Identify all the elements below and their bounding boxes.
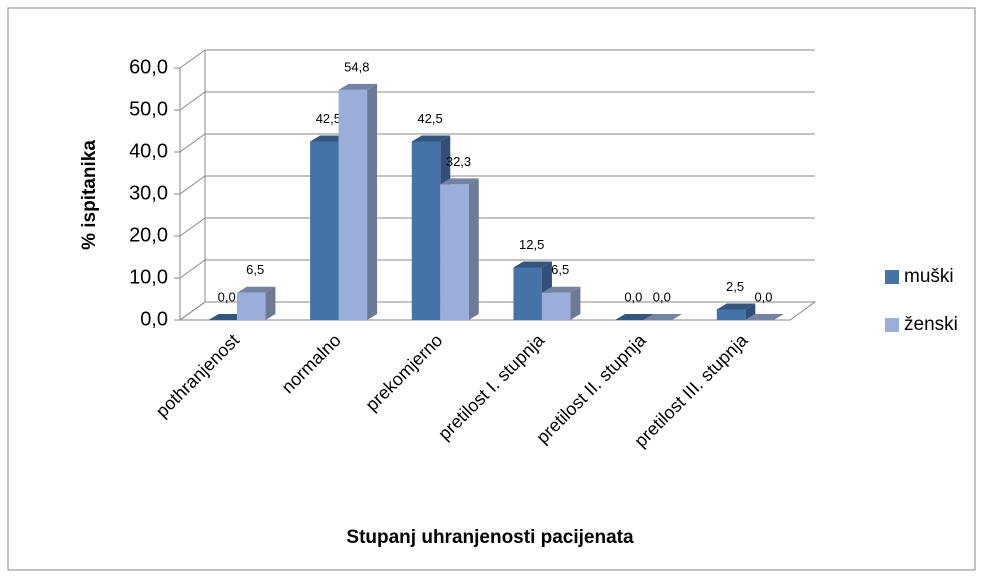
bar: [440, 184, 469, 320]
bar-side: [570, 286, 581, 320]
bar-top: [541, 286, 581, 293]
legend-label: ženski: [904, 314, 958, 335]
grid-line: [179, 133, 206, 153]
grid-line: [179, 301, 206, 321]
bar-top: [338, 83, 378, 90]
data-label: 42,5: [316, 111, 341, 126]
bar: [541, 292, 571, 320]
x-axis-title: Stupanj uhranjenosti pacijenata: [346, 527, 634, 548]
bar-top: [745, 314, 784, 320]
bar: [411, 141, 441, 320]
bar-top: [615, 314, 654, 320]
bar: [236, 292, 266, 320]
y-tick-label: 40,0: [129, 140, 168, 162]
data-label: 0,0: [754, 289, 772, 304]
y-tick-label: 60,0: [129, 56, 168, 78]
y-tick-label: 50,0: [129, 98, 168, 120]
grid-line: [179, 91, 206, 111]
bar: [310, 141, 339, 320]
bar-top: [716, 303, 756, 310]
y-axis-title: % ispitanika: [79, 140, 100, 250]
data-label: 6,5: [246, 262, 264, 277]
bar-top: [440, 178, 479, 185]
data-label: 42,5: [417, 111, 442, 126]
data-label: 54,8: [344, 59, 369, 74]
y-tick-label: 10,0: [129, 266, 168, 288]
legend-swatch: [885, 270, 899, 284]
bar: [716, 309, 746, 320]
bar: [513, 267, 542, 320]
bar-side: [745, 303, 756, 320]
data-label: 2,5: [726, 279, 744, 294]
bar-top: [236, 286, 276, 293]
bar-top: [411, 135, 451, 142]
bar-top: [513, 261, 552, 268]
data-label: 6,5: [551, 262, 569, 277]
bar: [338, 89, 368, 320]
y-tick-label: 30,0: [129, 182, 168, 204]
data-label: 0,0: [624, 289, 642, 304]
bar-side: [367, 83, 378, 320]
data-label: 0,0: [653, 289, 671, 304]
data-label: 12,5: [519, 237, 544, 252]
bar-top: [643, 314, 683, 320]
legend-label: muški: [904, 266, 954, 287]
chart-border: [7, 7, 976, 571]
grid-line: [179, 175, 206, 195]
bar-side: [468, 178, 479, 320]
y-tick-label: 20,0: [129, 224, 168, 246]
bar-side: [265, 286, 276, 320]
data-label: 0,0: [218, 289, 236, 304]
y-tick-label: 0,0: [140, 308, 168, 330]
grid-line: [179, 217, 206, 237]
grid-line: [179, 49, 206, 69]
legend-swatch: [885, 318, 899, 332]
data-label: 32,3: [446, 154, 471, 169]
grid-line: [179, 259, 206, 279]
